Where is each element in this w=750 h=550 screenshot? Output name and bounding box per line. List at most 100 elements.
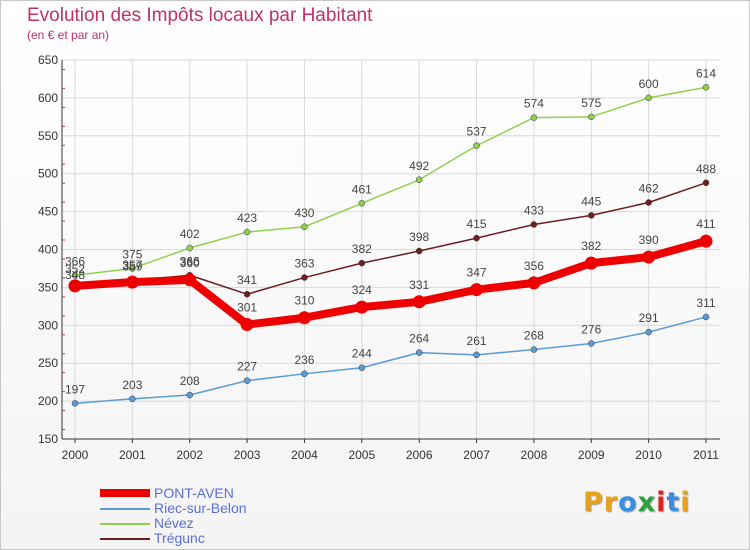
data-point-riec-sur-belon [588, 340, 595, 347]
data-label-nevez: 492 [409, 159, 429, 173]
data-point-pont-aven [125, 275, 139, 289]
chart-subtitle: (en € et par an) [27, 28, 110, 42]
series-line-nevez [74, 86, 707, 277]
data-label-nevez: 375 [122, 247, 142, 261]
legend-swatch-riec-sur-belon [100, 508, 150, 510]
data-label-riec-sur-belon: 264 [409, 332, 429, 346]
x-tick-label: 2003 [234, 448, 261, 462]
proxiti-logo: Proxiti [583, 487, 691, 518]
data-point-riec-sur-belon [530, 346, 538, 353]
data-label-tregunc: 415 [467, 217, 487, 231]
data-point-nevez [301, 223, 308, 231]
x-tick-label: 2006 [406, 448, 433, 462]
legend-swatch-tregunc [100, 538, 150, 540]
data-point-riec-sur-belon [301, 370, 308, 378]
legend-label-pont-aven: PONT-AVEN [154, 485, 234, 501]
data-point-nevez [645, 94, 652, 102]
data-point-riec-sur-belon [243, 377, 251, 384]
data-label-tregunc: 382 [352, 242, 372, 256]
data-point-nevez [415, 176, 423, 184]
data-label-pont-aven: 347 [467, 266, 487, 280]
data-label-tregunc: 462 [639, 182, 659, 196]
x-tick-label: 2002 [176, 448, 203, 462]
legend-label-tregunc: Trégunc [154, 530, 205, 546]
y-tick-label: 300 [38, 318, 58, 332]
data-label-riec-sur-belon: 236 [294, 353, 314, 367]
data-point-nevez [129, 265, 136, 272]
data-point-nevez [186, 244, 193, 252]
data-point-nevez [588, 113, 595, 121]
data-point-tregunc [588, 212, 595, 219]
x-tick-label: 2005 [348, 448, 375, 462]
data-label-tregunc: 445 [581, 194, 601, 208]
data-label-pont-aven: 324 [352, 283, 372, 297]
data-point-tregunc [358, 259, 366, 267]
data-label-pont-aven: 310 [294, 294, 314, 308]
data-label-tregunc: 359 [122, 260, 142, 274]
data-point-nevez [358, 200, 366, 207]
data-point-pont-aven [584, 256, 598, 270]
data-label-pont-aven: 411 [696, 217, 715, 231]
y-tick-label: 600 [38, 91, 58, 105]
x-tick-label: 2011 [693, 448, 719, 462]
data-label-tregunc: 488 [696, 162, 716, 176]
data-label-nevez: 600 [639, 77, 659, 91]
y-tick-label: 400 [38, 243, 58, 257]
x-tick-label: 2007 [463, 448, 490, 462]
data-label-nevez: 537 [467, 125, 487, 139]
y-tick-label: 250 [38, 356, 58, 370]
data-label-tregunc: 398 [409, 230, 429, 244]
data-label-nevez: 366 [65, 254, 85, 268]
data-label-nevez: 423 [237, 211, 257, 225]
legend-label-riec-sur-belon: Riec-sur-Belon [154, 500, 247, 516]
data-point-riec-sur-belon [415, 349, 423, 356]
data-point-tregunc [243, 290, 251, 298]
data-point-riec-sur-belon [473, 351, 480, 359]
data-label-tregunc: 433 [524, 203, 544, 217]
data-label-riec-sur-belon: 244 [352, 347, 372, 361]
series-line-tregunc [74, 182, 707, 295]
data-label-pont-aven: 390 [639, 233, 659, 247]
data-label-riec-sur-belon: 276 [581, 322, 601, 336]
data-label-nevez: 461 [352, 182, 372, 196]
data-label-tregunc: 366 [180, 254, 200, 268]
data-label-pont-aven: 301 [237, 301, 257, 315]
y-tick-label: 200 [38, 394, 58, 408]
data-point-tregunc [530, 221, 538, 228]
data-point-riec-sur-belon [702, 313, 710, 321]
data-point-riec-sur-belon [358, 364, 366, 371]
y-tick-label: 650 [38, 53, 58, 67]
chart-title: Evolution des Impôts locaux par Habitant [27, 5, 373, 26]
y-tick-label: 350 [38, 280, 58, 294]
y-tick-label: 550 [38, 129, 58, 143]
y-tick-label: 450 [38, 205, 58, 219]
data-point-tregunc [473, 234, 480, 242]
x-tick-label: 2008 [521, 448, 548, 462]
data-label-tregunc: 363 [294, 257, 314, 271]
legend-label-nevez: Névez [154, 515, 194, 531]
data-label-nevez: 575 [581, 96, 601, 110]
data-label-riec-sur-belon: 268 [524, 329, 544, 343]
data-point-nevez [530, 114, 538, 121]
data-label-riec-sur-belon: 227 [237, 360, 257, 374]
data-point-riec-sur-belon [71, 400, 79, 407]
data-label-pont-aven: 382 [581, 239, 601, 253]
data-label-pont-aven: 356 [524, 259, 544, 273]
data-point-pont-aven [527, 276, 541, 290]
data-label-riec-sur-belon: 261 [467, 334, 487, 348]
data-point-pont-aven [183, 273, 197, 287]
data-label-nevez: 430 [294, 206, 314, 220]
data-label-pont-aven: 360 [180, 256, 200, 270]
data-point-pont-aven [355, 300, 369, 314]
data-label-nevez: 614 [696, 66, 716, 80]
data-point-tregunc [702, 179, 710, 187]
data-point-riec-sur-belon [129, 395, 136, 403]
data-point-pont-aven [68, 279, 82, 293]
data-label-nevez: 402 [180, 227, 200, 241]
series-line-pont-aven [71, 237, 710, 329]
data-point-pont-aven [412, 295, 426, 309]
data-point-nevez [71, 272, 79, 279]
y-tick-label: 500 [38, 167, 58, 181]
data-point-riec-sur-belon [186, 391, 193, 399]
